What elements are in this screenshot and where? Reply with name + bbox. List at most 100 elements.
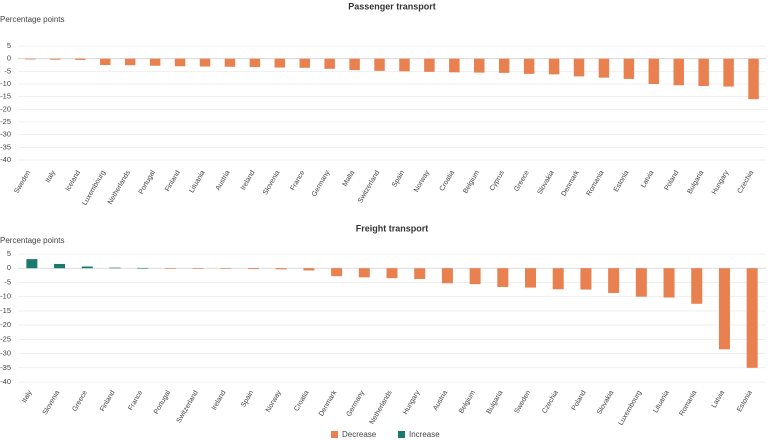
- x-tick-label-0-6: Finland: [164, 169, 182, 192]
- legend-label-decrease: Decrease: [342, 430, 377, 439]
- x-tick-label-1-9: Norway: [265, 389, 283, 413]
- x-tick-label-0-24: Estonia: [613, 169, 631, 193]
- x-tick-label-0-19: Cyprus: [489, 169, 506, 192]
- x-tick-label-1-12: Germany: [346, 389, 367, 418]
- x-tick-label-0-1: Italy: [45, 169, 58, 184]
- bar-1-switzerland: [192, 268, 204, 269]
- bar-0-bulgaria: [698, 58, 709, 87]
- bar-1-france: [137, 267, 149, 269]
- y-tick-label-1-0: 5: [7, 249, 11, 258]
- y-tick-label-1-1: 0: [7, 263, 11, 272]
- x-tick-label-1-16: Belgium: [458, 389, 477, 415]
- legend-swatch-increase: [398, 431, 405, 438]
- bar-1-italy: [26, 259, 38, 269]
- y-tick-label-0-4: -15: [0, 92, 11, 101]
- bar-0-czechia: [748, 58, 759, 100]
- bar-1-spain: [247, 268, 259, 270]
- x-tick-label-0-16: Norway: [413, 169, 431, 193]
- x-tick-label-0-0: Sweden: [13, 169, 32, 194]
- legend-swatch-decrease: [331, 431, 338, 438]
- bar-0-netherlands: [124, 58, 136, 66]
- y-tick-label-1-8: -35: [0, 363, 11, 372]
- x-tick-label-1-25: Latvia: [711, 389, 726, 409]
- bar-0-germany: [324, 58, 335, 69]
- bar-1-romania: [691, 268, 703, 304]
- y-tick-label-1-3: -10: [0, 292, 11, 301]
- bar-1-slovenia: [54, 263, 66, 269]
- y-tick-label-0-8: -35: [0, 142, 11, 151]
- bar-0-malta: [349, 58, 360, 71]
- y-tick-label-1-5: -20: [0, 320, 11, 329]
- bar-1-greece: [81, 266, 93, 269]
- y-tick-label-1-7: -30: [0, 349, 11, 358]
- x-tick-label-1-17: Bulgaria: [486, 389, 505, 415]
- x-tick-label-0-9: Ireland: [240, 169, 257, 191]
- bar-0-spain: [399, 58, 410, 72]
- x-tick-label-1-21: Slovakia: [596, 389, 615, 416]
- bar-0-finland: [174, 58, 186, 67]
- x-tick-label-0-28: Hungary: [711, 169, 731, 196]
- x-tick-label-0-4: Netherlands: [107, 169, 132, 206]
- bar-0-slovenia: [274, 58, 286, 68]
- x-tick-label-0-15: Spain: [391, 169, 406, 188]
- bar-1-ireland: [220, 268, 232, 269]
- bar-0-switzerland: [374, 58, 385, 71]
- bar-1-lituania: [663, 268, 675, 298]
- bar-0-lituania: [199, 58, 211, 67]
- bar-0-norway: [424, 58, 435, 72]
- x-tick-label-0-22: Denmark: [560, 169, 581, 198]
- x-tick-label-0-29: Czechia: [737, 169, 756, 194]
- bar-1-norway: [275, 268, 287, 270]
- x-tick-label-1-23: Lituania: [652, 389, 670, 414]
- bar-1-poland: [580, 268, 592, 290]
- x-tick-label-0-11: France: [290, 169, 307, 191]
- bar-0-france: [299, 58, 310, 68]
- chart-title-1: Freight transport: [356, 223, 429, 233]
- x-tick-label-1-10: Croatia: [293, 389, 310, 412]
- x-tick-label-0-10: Slovenia: [262, 169, 282, 196]
- x-tick-label-0-17: Croatia: [439, 169, 456, 192]
- bar-0-belgium: [474, 58, 485, 73]
- x-tick-label-1-3: Finland: [99, 389, 117, 412]
- y-tick-label-0-9: -40: [0, 155, 11, 164]
- y-tick-label-0-2: -5: [4, 66, 11, 75]
- y-tick-label-1-4: -15: [0, 306, 11, 315]
- bar-1-finland: [109, 267, 121, 269]
- x-tick-label-1-4: France: [127, 389, 144, 411]
- bar-0-poland: [673, 58, 684, 86]
- x-tick-label-1-14: Hungary: [402, 389, 422, 416]
- bar-0-austria: [224, 58, 236, 67]
- bar-0-croatia: [449, 58, 460, 73]
- y-tick-label-1-2: -5: [4, 277, 11, 286]
- y-tick-label-1-6: -25: [0, 334, 11, 343]
- y-tick-label-0-5: -20: [0, 104, 11, 113]
- bar-0-greece: [523, 58, 535, 74]
- x-tick-label-0-18: Belgium: [462, 169, 481, 195]
- x-tick-label-1-11: Denmark: [318, 389, 339, 418]
- bar-1-estonia: [746, 268, 758, 368]
- bar-1-croatia: [303, 268, 315, 271]
- bar-1-germany: [358, 268, 370, 278]
- bar-1-hungary: [414, 268, 426, 280]
- bar-0-cyprus: [498, 58, 510, 73]
- x-tick-label-0-25: Latvia: [640, 169, 655, 189]
- x-tick-label-1-26: Estonia: [736, 389, 754, 413]
- bar-0-portugal: [149, 58, 161, 66]
- bar-0-luxembourg: [100, 58, 111, 65]
- x-tick-label-1-1: Slovenia: [42, 389, 62, 416]
- bar-0-sweden: [25, 58, 36, 60]
- x-tick-label-0-5: Portugal: [138, 169, 157, 195]
- bar-0-estonia: [623, 58, 635, 79]
- y-tick-label-0-0: 5: [7, 41, 11, 50]
- bar-0-slovakia: [548, 58, 560, 75]
- bar-0-denmark: [573, 58, 585, 77]
- x-tick-label-1-24: Romania: [678, 389, 698, 417]
- y-tick-label-0-7: -30: [0, 130, 11, 139]
- bar-0-hungary: [723, 58, 734, 87]
- legend-label-increase: Increase: [409, 430, 440, 439]
- x-tick-label-0-3: Luxembourg: [81, 169, 107, 206]
- bar-1-austria: [441, 268, 453, 284]
- x-tick-label-0-14: Switzerland: [357, 169, 381, 204]
- x-tick-label-1-13: Netherlands: [369, 389, 394, 426]
